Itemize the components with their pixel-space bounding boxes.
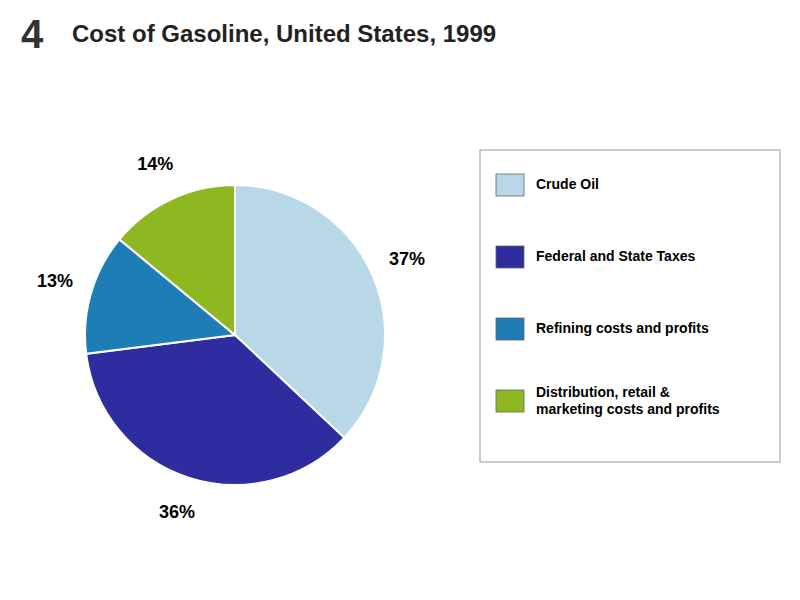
legend-label: Distribution, retail &marketing costs an…: [536, 384, 720, 417]
pie-slice: [119, 185, 235, 335]
legend-label-line: Refining costs and profits: [536, 320, 709, 336]
data-label: 14%: [137, 154, 173, 174]
legend-label-line: Crude Oil: [536, 176, 599, 192]
data-labels: 37% 36% 13% 14%: [37, 154, 425, 522]
chart-root: 4 Cost of Gasoline, United States, 1999 37…: [0, 0, 800, 600]
legend: Crude Oil Federal and State Taxes Refining…: [480, 150, 780, 462]
pie: [85, 185, 385, 485]
legend-swatch: [496, 246, 524, 268]
pie-slice: [86, 335, 344, 485]
data-label: 13%: [37, 271, 73, 291]
legend-label: Federal and State Taxes: [536, 248, 695, 264]
legend-label: Crude Oil: [536, 176, 599, 192]
legend-label-line: Distribution, retail &: [536, 384, 670, 400]
legend-label-line: Federal and State Taxes: [536, 248, 695, 264]
slide-number: 4: [21, 12, 44, 56]
legend-label-line: marketing costs and profits: [536, 401, 720, 417]
legend-swatch: [496, 318, 524, 340]
legend-swatch: [496, 390, 524, 412]
chart-title: Cost of Gasoline, United States, 1999: [72, 20, 496, 47]
legend-frame: [480, 150, 780, 462]
data-label: 37%: [389, 249, 425, 269]
legend-swatch: [496, 174, 524, 196]
legend-label: Refining costs and profits: [536, 320, 709, 336]
data-label: 36%: [159, 502, 195, 522]
